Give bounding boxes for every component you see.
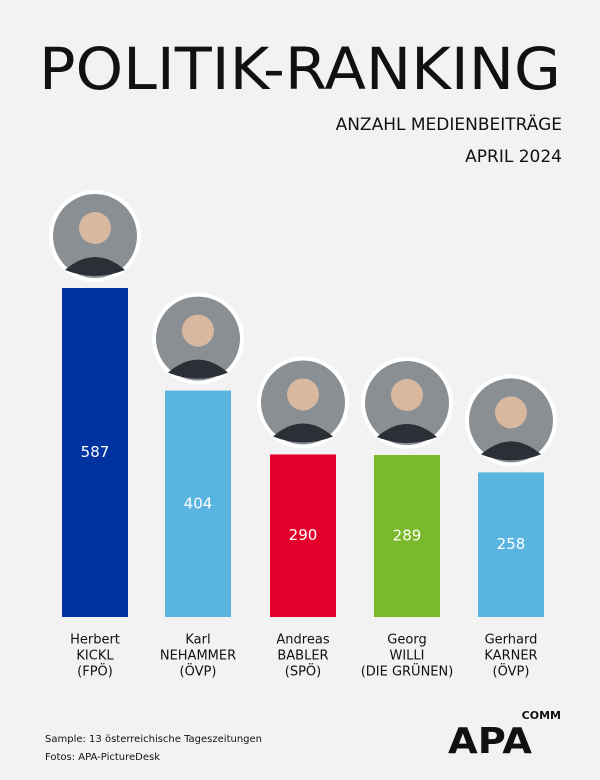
value-label: 290 bbox=[289, 526, 318, 544]
portrait-head bbox=[287, 378, 319, 411]
x-tick-label: BABLER bbox=[277, 649, 328, 664]
logo-suffix: COMM bbox=[522, 709, 561, 722]
bar bbox=[374, 455, 440, 617]
x-tick-label: NEHAMMER bbox=[160, 649, 236, 664]
x-tick-label: (ÖVP) bbox=[493, 663, 530, 680]
bar bbox=[62, 288, 128, 617]
note: Sample: 13 österreichische Tageszeitunge… bbox=[45, 734, 262, 745]
portrait-body bbox=[377, 424, 437, 444]
x-tick-label: (SPÖ) bbox=[285, 663, 321, 680]
bar bbox=[165, 390, 231, 617]
value-label: 404 bbox=[184, 494, 213, 512]
x-tick-label: Andreas bbox=[276, 633, 329, 648]
x-tick-label: KARNER bbox=[484, 649, 537, 664]
portrait-body bbox=[168, 359, 228, 379]
value-label: 289 bbox=[393, 527, 422, 545]
portrait-head bbox=[391, 379, 423, 412]
chart-date: APRIL 2024 bbox=[465, 147, 562, 167]
x-tick-label: Herbert bbox=[70, 633, 120, 648]
bar bbox=[478, 472, 544, 617]
portrait-head bbox=[495, 396, 527, 429]
x-tick-label: Gerhard bbox=[485, 633, 538, 648]
x-tick-label: (DIE GRÜNEN) bbox=[361, 663, 454, 680]
portrait-head bbox=[79, 212, 111, 244]
bar bbox=[270, 454, 336, 617]
note: Fotos: APA-PictureDesk bbox=[45, 752, 160, 763]
portrait-body bbox=[481, 441, 541, 461]
x-tick-label: Georg bbox=[387, 633, 426, 648]
x-tick-label: (FPÖ) bbox=[77, 663, 113, 680]
value-label: 258 bbox=[497, 535, 526, 553]
logo: APA bbox=[448, 721, 532, 762]
x-tick-label: KICKL bbox=[76, 649, 114, 664]
portrait-head bbox=[182, 314, 214, 347]
x-tick-label: (ÖVP) bbox=[180, 663, 217, 680]
portrait-body bbox=[65, 257, 125, 276]
x-tick-label: WILLI bbox=[389, 649, 424, 664]
value-label: 587 bbox=[81, 443, 110, 461]
x-tick-label: Karl bbox=[185, 633, 210, 648]
chart-title: POLITIK-RANKING bbox=[39, 35, 561, 103]
portrait-body bbox=[273, 423, 333, 443]
chart-subtitle: ANZAHL MEDIENBEITRÄGE bbox=[336, 114, 562, 135]
